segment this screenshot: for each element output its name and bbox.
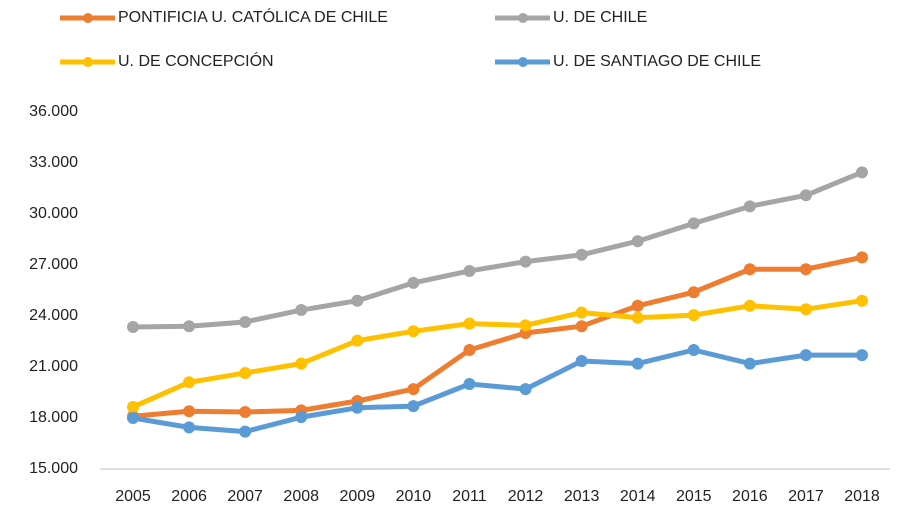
y-tick-label: 27.000 [29, 256, 78, 273]
x-tick-label: 2005 [115, 488, 151, 505]
legend-label: U. DE CONCEPCIÓN [118, 51, 274, 70]
data-point [799, 263, 812, 276]
data-point [743, 263, 756, 276]
data-point [295, 304, 308, 317]
x-tick-label: 2016 [732, 488, 768, 505]
data-point [631, 299, 644, 312]
x-tick-label: 2008 [283, 488, 319, 505]
y-tick-label: 24.000 [29, 307, 78, 324]
y-tick-label: 33.000 [29, 154, 78, 171]
data-point [239, 425, 252, 438]
x-tick-label: 2010 [396, 488, 432, 505]
legend-marker [518, 57, 528, 67]
legend-label: PONTIFICIA U. CATÓLICA DE CHILE [118, 7, 388, 26]
legend-marker [83, 57, 93, 67]
y-tick-label: 18.000 [29, 409, 78, 426]
series-line [132, 254, 863, 419]
data-point [183, 376, 196, 389]
data-point [519, 383, 532, 396]
x-tick-label: 2011 [452, 488, 487, 505]
data-point [407, 383, 420, 396]
data-point [687, 217, 700, 230]
data-point [575, 306, 588, 319]
x-tick-label: 2013 [564, 488, 600, 505]
legend-label: U. DE SANTIAGO DE CHILE [553, 53, 761, 70]
series-line [132, 347, 862, 435]
series-line [131, 298, 863, 410]
data-point [183, 421, 196, 434]
data-point [799, 303, 812, 316]
data-point [687, 344, 700, 356]
x-tick-label: 2015 [676, 488, 712, 505]
data-point [519, 255, 532, 268]
data-point [856, 349, 868, 362]
data-point [127, 400, 139, 413]
data-point [407, 276, 420, 289]
y-tick-label: 30.000 [29, 205, 78, 222]
y-tick-label: 36.000 [29, 103, 78, 120]
x-tick-label: 2018 [844, 488, 880, 505]
data-point [127, 321, 139, 334]
data-point [519, 319, 532, 332]
x-tick-label: 2007 [227, 488, 263, 505]
data-point [743, 357, 756, 370]
series-line [132, 170, 863, 330]
data-point [687, 309, 700, 322]
data-point [239, 406, 252, 419]
data-point [799, 189, 812, 202]
y-tick-label: 21.000 [29, 358, 78, 375]
data-point [575, 355, 588, 368]
data-point [295, 411, 308, 424]
legend-marker [518, 13, 528, 23]
legend-label: U. DE CHILE [553, 9, 647, 26]
data-point [463, 264, 476, 277]
x-tick-label: 2014 [620, 488, 656, 505]
data-point [295, 357, 308, 370]
data-point [351, 334, 364, 347]
data-point [463, 317, 476, 330]
x-tick-label: 2017 [788, 488, 824, 505]
data-point [239, 315, 252, 328]
data-point [743, 200, 756, 213]
data-point [463, 378, 476, 390]
data-point [183, 320, 196, 333]
data-point [631, 311, 644, 324]
data-point [351, 294, 364, 307]
data-point [183, 405, 196, 418]
data-point [463, 344, 476, 356]
data-point [407, 325, 420, 338]
y-tick-label: 15.000 [29, 460, 78, 477]
data-point [856, 294, 868, 307]
data-point [631, 235, 644, 248]
data-point [687, 286, 700, 299]
data-point [239, 366, 252, 379]
data-point [407, 400, 420, 413]
x-tick-label: 2009 [340, 488, 376, 505]
data-point [575, 248, 588, 261]
data-point [799, 349, 812, 362]
data-point [743, 299, 756, 312]
x-tick-label: 2006 [171, 488, 207, 505]
x-tick-label: 2012 [508, 488, 544, 505]
data-point [575, 320, 588, 333]
data-point [631, 357, 644, 370]
data-point [127, 412, 139, 424]
data-point [856, 251, 868, 264]
data-point [856, 166, 868, 179]
data-point [351, 401, 364, 414]
legend-marker [83, 13, 93, 23]
